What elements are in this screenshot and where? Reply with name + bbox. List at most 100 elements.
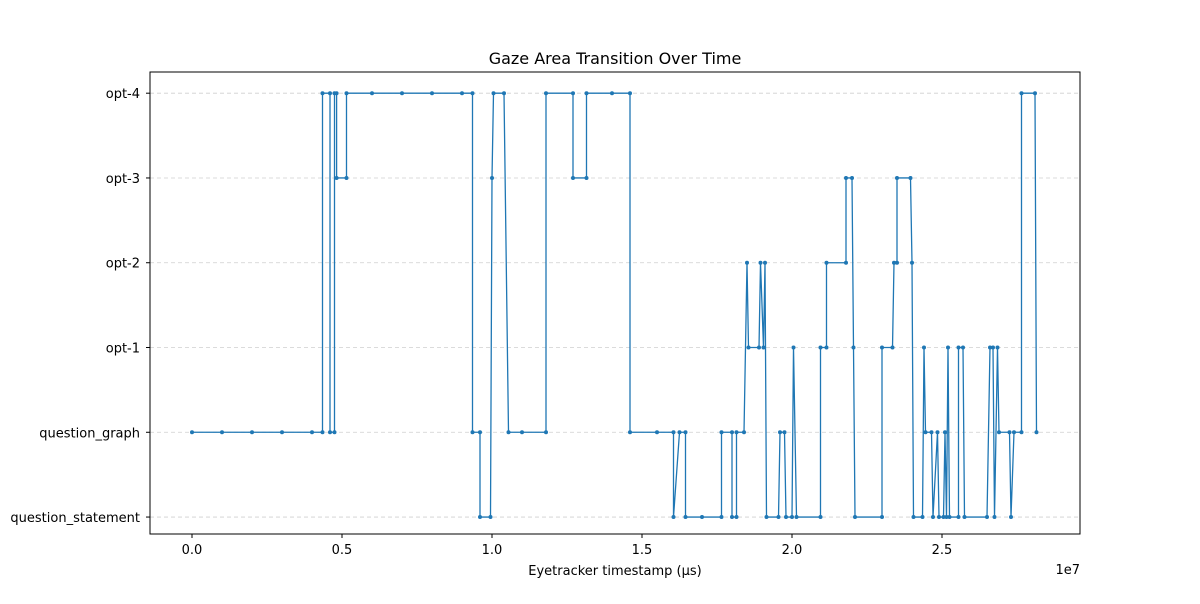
data-point [344, 175, 349, 180]
data-point [730, 430, 734, 435]
data-point [491, 91, 496, 96]
data-point [941, 515, 946, 520]
data-point [935, 430, 940, 435]
data-point [962, 515, 967, 520]
data-point [506, 430, 511, 435]
data-point [763, 260, 767, 265]
x-tick-label: 1.0 [482, 543, 503, 558]
plot-area-background [150, 72, 1080, 534]
data-point [761, 345, 766, 350]
data-point [853, 515, 857, 520]
data-point [700, 515, 704, 520]
data-point [502, 91, 506, 96]
data-point [571, 175, 575, 180]
data-point [470, 430, 475, 435]
data-point [655, 430, 659, 435]
data-point [851, 345, 856, 350]
data-point [757, 345, 761, 350]
data-point [328, 91, 332, 96]
data-point [880, 515, 884, 520]
x-tick-label: 2.5 [932, 543, 953, 558]
data-point [334, 175, 339, 180]
data-point [544, 91, 548, 96]
data-point [730, 515, 734, 520]
data-point [478, 430, 482, 435]
x-tick-label: 0.5 [332, 543, 353, 558]
data-point [824, 260, 829, 265]
data-point [818, 345, 823, 350]
data-point [758, 260, 763, 265]
data-point [931, 515, 935, 520]
data-point [1007, 430, 1012, 435]
data-point [719, 430, 724, 435]
data-point [610, 91, 614, 96]
data-point [790, 515, 794, 520]
data-point [997, 430, 1001, 435]
data-point [992, 515, 997, 520]
data-point [334, 91, 339, 96]
data-point [1019, 91, 1024, 96]
data-point [746, 345, 751, 350]
data-point [937, 515, 941, 520]
data-point [370, 91, 374, 96]
data-point [671, 515, 676, 520]
data-point [784, 515, 788, 520]
data-point [571, 91, 575, 96]
plot-area-frame [149, 71, 1081, 535]
data-point [544, 430, 548, 435]
x-axis-label: Eyetracker timestamp (µs) [528, 564, 701, 579]
series-layer [190, 91, 1039, 520]
data-point [1034, 430, 1039, 435]
data-point [430, 91, 434, 96]
data-point [895, 260, 899, 265]
y-tick-label: opt-1 [106, 342, 140, 357]
data-point [944, 515, 949, 520]
data-point [844, 175, 848, 180]
x-axis-offset-label: 1e7 [1055, 563, 1080, 578]
data-point [628, 430, 632, 435]
data-point [920, 515, 925, 520]
data-point [929, 430, 934, 435]
data-point [320, 430, 325, 435]
data-point [742, 430, 746, 435]
data-point [734, 515, 739, 520]
data-point [947, 515, 952, 520]
data-point [892, 260, 896, 265]
data-point [943, 430, 947, 435]
data-point [400, 91, 404, 96]
y-axis: question_statement question_graph opt-1 opt… [10, 87, 150, 526]
data-point [332, 430, 337, 435]
data-point [923, 430, 928, 435]
x-tick-label: 0.0 [182, 543, 203, 558]
data-point [922, 345, 926, 350]
data-point [310, 430, 314, 435]
y-tick-label: opt-3 [106, 172, 140, 187]
data-point [895, 175, 899, 180]
data-point [880, 345, 884, 350]
data-point [677, 430, 682, 435]
data-point [745, 260, 749, 265]
y-tick-label: opt-4 [106, 87, 140, 102]
data-point [911, 515, 916, 520]
data-point [683, 430, 688, 435]
data-point [908, 175, 913, 180]
data-point [824, 345, 829, 350]
data-point [1019, 430, 1024, 435]
data-point [344, 91, 349, 96]
y-tick-label: question_statement [10, 511, 140, 526]
x-tick-label: 1.5 [632, 543, 653, 558]
data-point [1009, 515, 1013, 520]
data-point [818, 515, 823, 520]
data-point [995, 345, 1000, 350]
data-point [628, 91, 632, 96]
y-tick-label: question_graph [39, 426, 140, 441]
y-tick-label: opt-2 [106, 257, 140, 272]
data-point [1033, 91, 1037, 96]
data-point [776, 515, 781, 520]
data-point [220, 430, 224, 435]
data-point [488, 515, 493, 520]
data-point [470, 91, 475, 96]
data-point [584, 175, 589, 180]
data-point [328, 430, 332, 435]
data-point [683, 515, 688, 520]
